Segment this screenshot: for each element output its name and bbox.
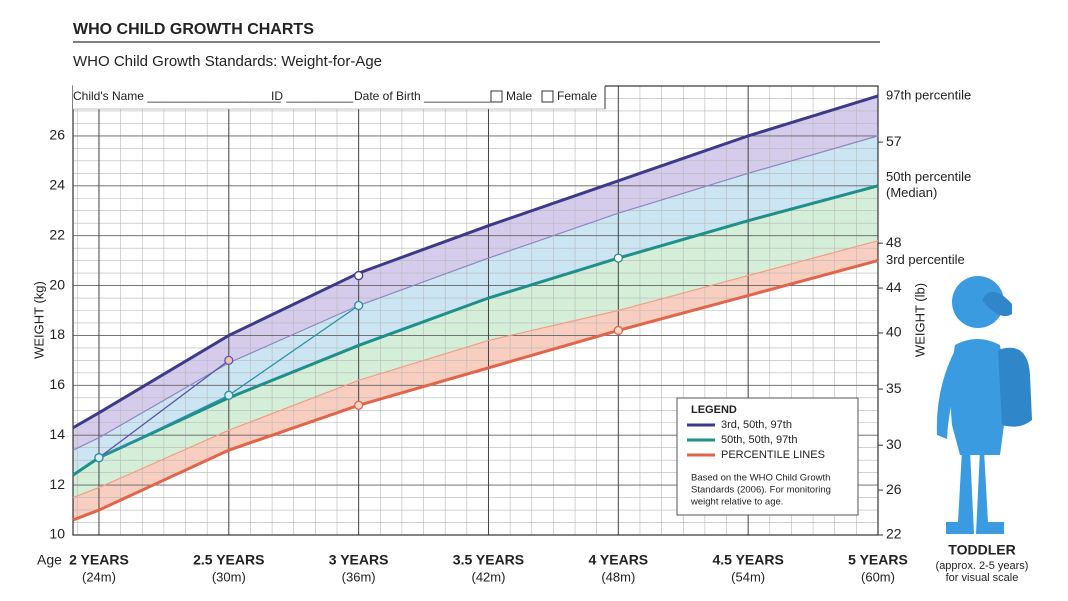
- chart-subtitle: WHO Child Growth Standards: Weight-for-A…: [73, 53, 382, 70]
- legend-note: Standards (2006). For monitoring: [691, 485, 831, 496]
- y2-tick-label: 26: [886, 481, 902, 497]
- chart-title: WHO CHILD GROWTH CHARTS: [73, 21, 314, 38]
- figure-body: [950, 339, 1005, 455]
- y2-tick-label: 30: [886, 436, 902, 452]
- y-tick-label: 16: [49, 376, 65, 392]
- measurement-point: [613, 325, 623, 336]
- line-annotation: 97th percentile: [886, 87, 971, 102]
- percentile-band: [73, 185, 878, 498]
- y2-tick-label: 44: [886, 279, 902, 295]
- x-tick-label: 4.5 YEARS: [712, 552, 783, 568]
- x-tick-sublabel: (42m): [472, 569, 506, 584]
- legend-label: PERCENTILE LINES: [721, 449, 825, 461]
- percentile-band: [73, 135, 878, 476]
- y-tick-label: 22: [49, 226, 65, 242]
- figure-legs: [946, 450, 1004, 534]
- figure-head: [952, 276, 1004, 328]
- measurement-point: [224, 390, 234, 400]
- percentile-line: [72, 259, 879, 522]
- x-tick-sublabel: (48m): [601, 569, 635, 584]
- measurement-point: [353, 270, 364, 281]
- x-tick-sublabel: (36m): [342, 569, 376, 584]
- y-tick-label: 14: [49, 426, 65, 442]
- x-tick-sublabel: (30m): [212, 569, 246, 584]
- y-tick-label: 26: [49, 127, 65, 143]
- y2-tick-label: 48: [886, 234, 902, 250]
- percentile-line: [72, 135, 879, 451]
- line-annotation: 50th percentile: [886, 169, 971, 184]
- plot: LEGEND 3rd, 50th, 97th 50th, 50th, 97th PER…: [72, 85, 879, 536]
- form-field: Female: [557, 89, 597, 103]
- y-tick-label: 18: [49, 326, 65, 342]
- form-background: [73, 85, 605, 109]
- x-tick-label: 2.5 YEARS: [193, 552, 264, 568]
- x-tick-label: 3 YEARS: [329, 552, 389, 568]
- figure-arm: [936, 350, 963, 439]
- figure-backpack: [998, 347, 1032, 427]
- y-axis-label: WEIGHT (kg): [31, 281, 46, 359]
- checkbox[interactable]: [541, 90, 554, 103]
- form-field: ID __________: [271, 89, 353, 103]
- line-annotation: 3rd percentile: [886, 252, 965, 267]
- legend-title: LEGEND: [691, 404, 737, 416]
- form-row: Child's Name ____________________ ID ___…: [73, 85, 606, 110]
- legend-note: weight relative to age.: [690, 497, 783, 508]
- y2-tick-label: 22: [886, 526, 902, 542]
- y-tick-label: 12: [49, 476, 65, 492]
- y2-tick-label: 57: [886, 133, 902, 149]
- toddler-figure: [936, 276, 1032, 534]
- line-annotation: (Median): [886, 185, 937, 200]
- form-field: Date of Birth __________: [354, 89, 491, 103]
- measurement-point: [94, 453, 104, 463]
- measurement-point: [353, 300, 364, 311]
- form-field: Child's Name ____________________: [73, 89, 281, 103]
- y-tick-label: 10: [49, 526, 65, 542]
- legend-label: 3rd, 50th, 97th: [721, 419, 792, 431]
- x-tick-label: 5 YEARS: [848, 552, 908, 568]
- x-tick-label: 4 YEARS: [588, 552, 648, 568]
- x-tick-sublabel: (54m): [731, 569, 765, 584]
- y-tick-label: 20: [49, 276, 65, 292]
- percentile-line: [72, 94, 879, 430]
- x-axis-label: Age: [37, 552, 62, 568]
- y-tick-label: 24: [49, 176, 65, 192]
- percentile-band: [73, 95, 878, 451]
- y2-tick-label: 40: [886, 324, 902, 340]
- figure-caption: TODDLER: [948, 542, 1015, 558]
- x-tick-sublabel: (60m): [861, 569, 895, 584]
- figure-caption: (approx. 2-5 years): [936, 560, 1029, 572]
- checkbox[interactable]: [490, 90, 503, 103]
- form-field: Male: [506, 89, 532, 103]
- legend-label: 50th, 50th, 97th: [721, 434, 797, 446]
- x-tick-sublabel: (24m): [82, 569, 116, 584]
- y2-tick-label: 35: [886, 380, 902, 396]
- measurement-point: [353, 400, 364, 410]
- figure-caption: for visual scale: [946, 572, 1019, 584]
- measurement-line: [98, 359, 230, 459]
- y2-axis-label: WEIGHT (lb): [912, 283, 927, 357]
- figure-hair: [982, 291, 1012, 317]
- measurement-point: [224, 355, 234, 366]
- measurement-point: [613, 253, 623, 263]
- legend-note: Based on the WHO Child Growth: [691, 473, 830, 484]
- percentile-line: [72, 240, 879, 499]
- x-tick-label: 2 YEARS: [69, 552, 129, 568]
- x-tick-label: 3.5 YEARS: [453, 552, 524, 568]
